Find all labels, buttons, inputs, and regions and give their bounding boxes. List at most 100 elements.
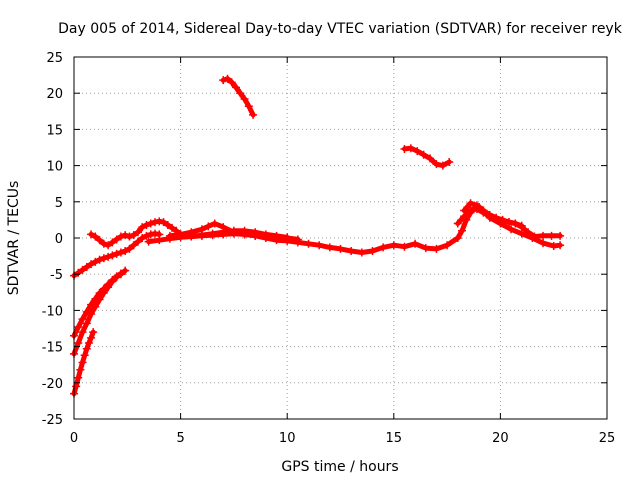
data-point bbox=[458, 226, 467, 235]
data-point bbox=[87, 333, 96, 342]
y-tick-label: -20 bbox=[42, 377, 63, 392]
y-tick-label: 20 bbox=[46, 87, 63, 102]
data-point bbox=[325, 243, 334, 252]
data-point bbox=[517, 221, 526, 230]
data-point bbox=[485, 212, 494, 221]
x-tick-label: 5 bbox=[176, 431, 184, 446]
data-point bbox=[74, 338, 83, 347]
data-point bbox=[99, 239, 108, 248]
data-point bbox=[479, 208, 488, 217]
data-point bbox=[82, 319, 91, 328]
data-point bbox=[443, 241, 452, 250]
data-point bbox=[336, 244, 345, 253]
series-track-3 bbox=[70, 328, 98, 398]
data-point bbox=[249, 110, 258, 119]
data-point bbox=[129, 231, 138, 240]
data-point bbox=[165, 231, 174, 240]
data-point bbox=[240, 94, 249, 103]
data-point bbox=[413, 147, 422, 156]
data-point bbox=[133, 237, 142, 246]
y-tick-label: 5 bbox=[55, 196, 63, 211]
data-point bbox=[91, 232, 100, 241]
data-point bbox=[91, 294, 100, 303]
data-point bbox=[74, 323, 83, 332]
series-track-5 bbox=[70, 269, 125, 340]
data-point bbox=[466, 206, 475, 215]
data-point bbox=[84, 338, 93, 347]
x-tick-label: 0 bbox=[70, 431, 78, 446]
data-point bbox=[240, 226, 249, 235]
data-point bbox=[208, 229, 217, 238]
data-point bbox=[315, 241, 324, 250]
y-tick-label: 10 bbox=[46, 160, 63, 175]
data-point bbox=[432, 160, 441, 169]
x-tick-label: 15 bbox=[386, 431, 403, 446]
data-point bbox=[347, 247, 356, 256]
data-point bbox=[99, 254, 108, 263]
data-point bbox=[229, 226, 238, 235]
data-point bbox=[236, 89, 245, 98]
series-trace bbox=[188, 228, 290, 240]
y-tick-label: -25 bbox=[42, 413, 63, 428]
data-point bbox=[504, 218, 513, 227]
data-point bbox=[142, 220, 151, 229]
data-point bbox=[95, 236, 104, 245]
y-tick-label: 25 bbox=[46, 51, 63, 66]
data-point bbox=[304, 239, 313, 248]
data-point bbox=[232, 83, 241, 92]
data-point bbox=[419, 150, 428, 159]
data-point bbox=[261, 230, 270, 239]
data-point bbox=[78, 315, 87, 324]
data-point bbox=[116, 269, 125, 278]
tick-layer: 0 5 10 15 20 25 -25 -20 -15 -10 -5 0 5 10 15 20 25 bbox=[42, 51, 616, 446]
series-trace bbox=[71, 329, 96, 397]
data-point bbox=[87, 300, 96, 309]
data-point bbox=[78, 265, 87, 274]
y-tick-label: -15 bbox=[42, 341, 63, 356]
data-point bbox=[104, 241, 113, 250]
y-tick-label: 15 bbox=[46, 123, 63, 138]
data-point bbox=[389, 241, 398, 250]
data-point bbox=[176, 230, 185, 239]
data-point bbox=[293, 235, 302, 244]
data-point bbox=[121, 266, 130, 275]
data-point bbox=[472, 205, 481, 214]
data-point bbox=[78, 328, 87, 337]
data-point bbox=[112, 272, 121, 281]
data-point bbox=[556, 241, 565, 250]
data-point bbox=[133, 228, 142, 237]
data-point bbox=[144, 237, 153, 246]
data-point bbox=[168, 223, 177, 232]
data-point bbox=[72, 382, 81, 391]
data-point bbox=[82, 307, 91, 316]
data-point bbox=[99, 284, 108, 293]
data-point bbox=[219, 76, 228, 85]
data-point bbox=[524, 228, 533, 237]
data-point bbox=[227, 78, 236, 87]
data-point bbox=[498, 216, 507, 225]
data-point bbox=[445, 157, 454, 166]
data-point bbox=[95, 289, 104, 298]
data-point bbox=[379, 243, 388, 252]
data-point bbox=[507, 225, 516, 234]
data-point bbox=[432, 244, 441, 253]
data-point bbox=[453, 219, 462, 228]
data-point bbox=[138, 223, 147, 232]
data-point bbox=[129, 241, 138, 250]
data-point bbox=[466, 199, 475, 208]
x-tick-label: 25 bbox=[599, 431, 616, 446]
data-point bbox=[283, 233, 292, 242]
data-point bbox=[82, 262, 91, 271]
data-point bbox=[74, 268, 83, 277]
data-point bbox=[421, 244, 430, 253]
series-track-12 bbox=[453, 205, 526, 230]
data-point bbox=[368, 247, 377, 256]
data-point bbox=[80, 351, 89, 360]
data-point bbox=[155, 236, 164, 245]
data-point bbox=[406, 144, 415, 153]
data-point bbox=[138, 234, 147, 242]
data-point bbox=[112, 249, 121, 258]
data-point bbox=[539, 239, 548, 248]
